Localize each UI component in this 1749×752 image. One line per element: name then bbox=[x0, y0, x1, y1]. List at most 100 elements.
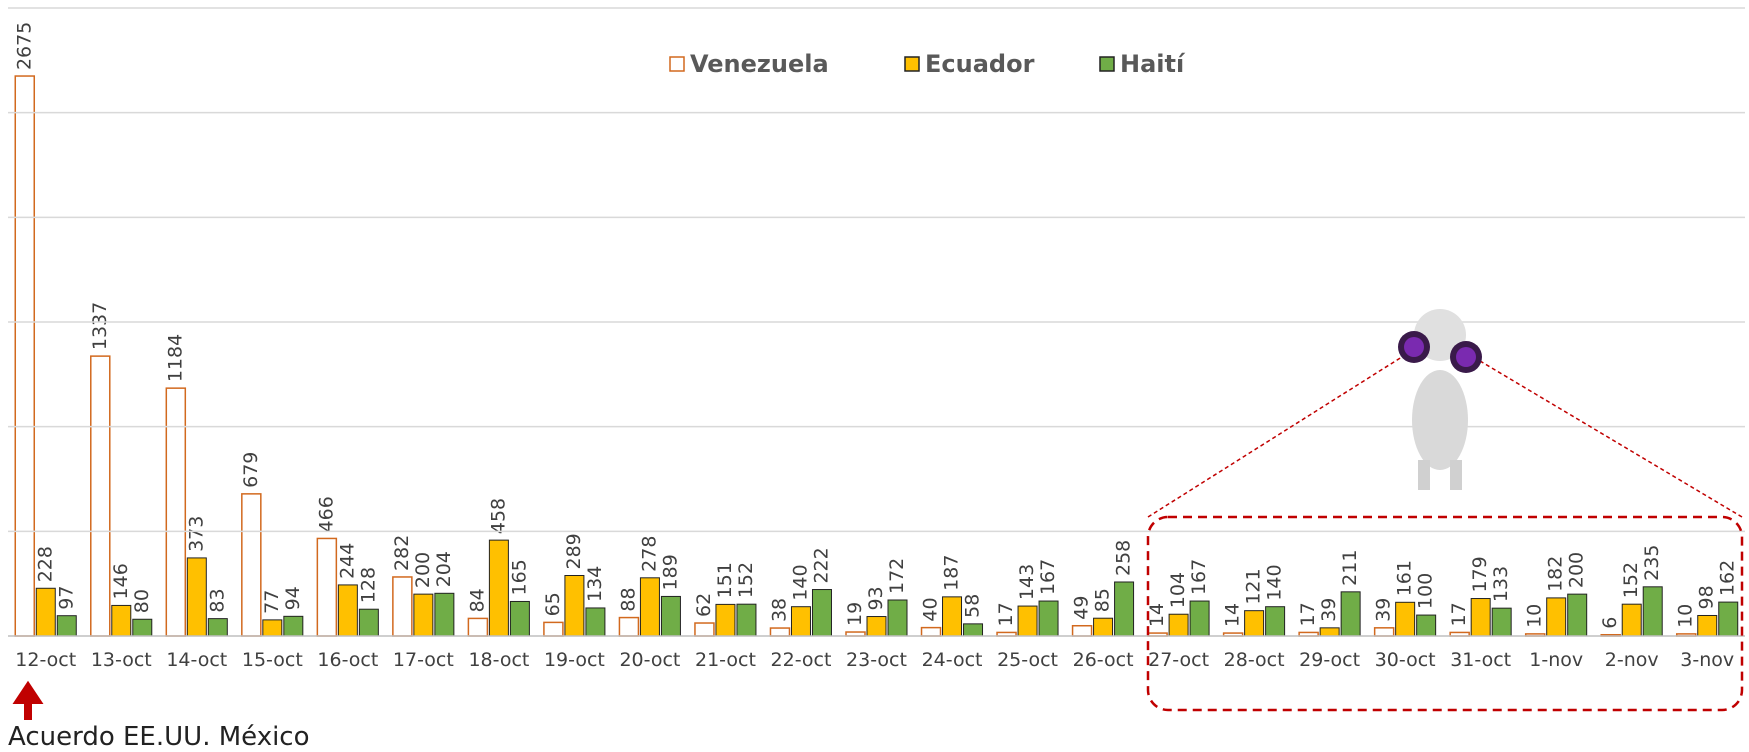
bar bbox=[544, 622, 563, 636]
bar bbox=[1698, 615, 1717, 636]
x-tick-label: 27-oct bbox=[1148, 649, 1209, 671]
zoom-line bbox=[1470, 355, 1742, 517]
bar bbox=[1492, 608, 1511, 636]
value-label: 88 bbox=[617, 587, 639, 611]
value-label: 19 bbox=[844, 602, 866, 626]
value-label: 17 bbox=[1448, 602, 1470, 626]
bar bbox=[1169, 614, 1188, 636]
value-label: 146 bbox=[110, 563, 132, 599]
value-label: 152 bbox=[735, 562, 757, 598]
value-label: 100 bbox=[1415, 573, 1437, 609]
bar bbox=[922, 628, 941, 636]
bar bbox=[1073, 626, 1092, 636]
value-label: 62 bbox=[693, 593, 715, 617]
value-label: 466 bbox=[315, 496, 337, 532]
bar bbox=[640, 578, 659, 636]
bar bbox=[1039, 601, 1058, 636]
bar bbox=[393, 577, 412, 636]
x-tick-label: 14-oct bbox=[166, 649, 227, 671]
bar bbox=[716, 604, 735, 636]
bar bbox=[1417, 615, 1436, 636]
bar bbox=[1266, 607, 1285, 636]
value-label: 289 bbox=[563, 533, 585, 569]
bar bbox=[1547, 598, 1566, 636]
bar bbox=[1622, 604, 1641, 636]
x-tick-label: 22-oct bbox=[771, 649, 832, 671]
value-label: 235 bbox=[1641, 545, 1663, 581]
value-label: 1184 bbox=[164, 334, 186, 382]
value-label: 258 bbox=[1113, 540, 1135, 576]
bar bbox=[661, 596, 680, 636]
bar bbox=[1396, 602, 1415, 636]
value-label: 14 bbox=[1146, 603, 1168, 627]
chart: HaitíEcuadorVenezuela16298103-nov2351526… bbox=[0, 0, 1749, 748]
value-label: 14 bbox=[1222, 603, 1244, 627]
bar bbox=[15, 76, 34, 636]
value-label: 40 bbox=[920, 597, 942, 621]
value-label: 167 bbox=[1188, 559, 1210, 595]
value-label: 167 bbox=[1037, 559, 1059, 595]
value-label: 187 bbox=[941, 555, 963, 591]
bar bbox=[1375, 628, 1394, 636]
bar bbox=[943, 597, 962, 636]
value-label: 204 bbox=[433, 551, 455, 587]
bar bbox=[435, 593, 454, 636]
value-label: 161 bbox=[1394, 560, 1416, 596]
value-label: 94 bbox=[282, 586, 304, 610]
bar bbox=[964, 624, 983, 636]
x-tick-label: 21-oct bbox=[695, 649, 756, 671]
value-label: 140 bbox=[1264, 564, 1286, 600]
bar bbox=[1115, 582, 1134, 636]
bar bbox=[112, 605, 131, 636]
bar bbox=[242, 494, 261, 636]
value-label: 200 bbox=[1566, 552, 1588, 588]
bar bbox=[812, 590, 831, 636]
value-label: 6 bbox=[1599, 617, 1621, 629]
value-label: 179 bbox=[1469, 556, 1491, 592]
x-tick-label: 31-oct bbox=[1450, 649, 1511, 671]
value-label: 58 bbox=[962, 594, 984, 618]
bar bbox=[468, 618, 487, 636]
bar bbox=[737, 604, 756, 636]
bar bbox=[1018, 606, 1037, 636]
x-tick-label: 3-nov bbox=[1680, 649, 1734, 671]
value-label: 244 bbox=[336, 543, 358, 579]
annotation-arrow bbox=[20, 688, 36, 720]
bar bbox=[888, 600, 907, 636]
value-label: 458 bbox=[487, 498, 509, 534]
value-label: 98 bbox=[1696, 585, 1718, 609]
value-label: 152 bbox=[1620, 562, 1642, 598]
value-label: 278 bbox=[638, 536, 660, 572]
x-tick-label: 2-nov bbox=[1605, 649, 1659, 671]
bar bbox=[1568, 594, 1587, 636]
value-label: 282 bbox=[391, 535, 413, 571]
value-label: 228 bbox=[34, 546, 56, 582]
x-tick-label: 19-oct bbox=[544, 649, 605, 671]
x-tick-label: 29-oct bbox=[1299, 649, 1360, 671]
bar bbox=[791, 607, 810, 636]
x-tick-label: 15-oct bbox=[242, 649, 303, 671]
bar bbox=[133, 619, 152, 636]
x-tick-label: 30-oct bbox=[1375, 649, 1436, 671]
x-tick-label: 23-oct bbox=[846, 649, 907, 671]
bar bbox=[284, 616, 303, 636]
bar bbox=[770, 628, 789, 636]
bar bbox=[187, 558, 206, 636]
value-label: 39 bbox=[1373, 598, 1395, 622]
value-label: 172 bbox=[886, 558, 908, 594]
legend-swatch bbox=[1100, 57, 1114, 71]
bar bbox=[867, 617, 886, 636]
bar bbox=[1471, 599, 1490, 636]
bar bbox=[510, 601, 529, 636]
value-label: 10 bbox=[1524, 604, 1546, 628]
bar bbox=[91, 356, 110, 636]
x-tick-label: 20-oct bbox=[619, 649, 680, 671]
value-label: 38 bbox=[768, 598, 790, 622]
legend-label: Venezuela bbox=[690, 50, 829, 78]
value-label: 83 bbox=[206, 588, 228, 612]
value-label: 39 bbox=[1318, 598, 1340, 622]
bar bbox=[166, 388, 185, 636]
legend-swatch bbox=[905, 57, 919, 71]
bar bbox=[565, 576, 584, 636]
x-tick-label: 25-oct bbox=[997, 649, 1058, 671]
